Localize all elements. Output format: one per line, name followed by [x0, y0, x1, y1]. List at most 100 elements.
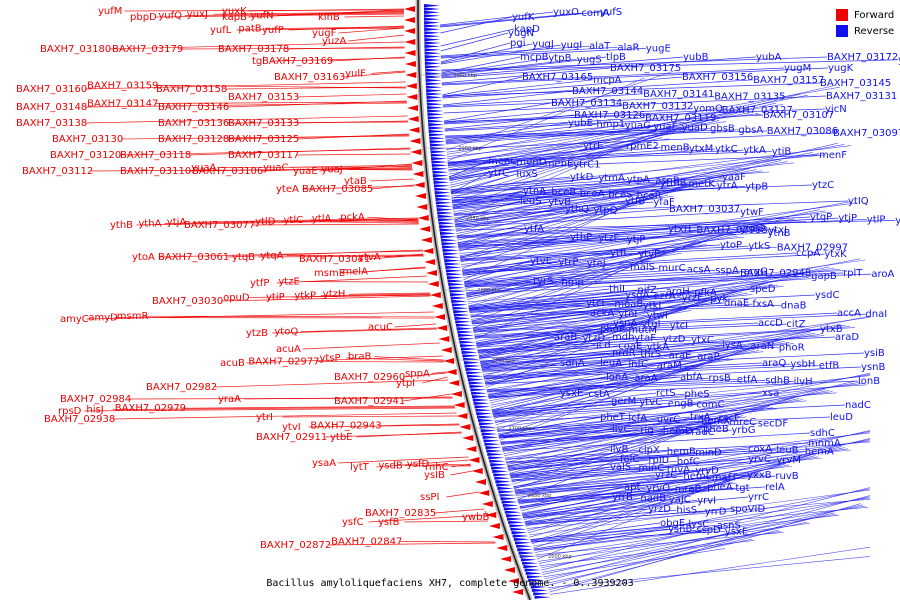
reverse-gene-arrow — [510, 527, 527, 531]
forward-gene-lines — [84, 8, 496, 546]
forward-gene-line — [297, 153, 411, 156]
reverse-gene-line — [496, 356, 725, 430]
reverse-gene-label: yugN — [508, 28, 534, 39]
forward-gene-line — [338, 27, 405, 34]
forward-gene-label: BAXH7_02960 — [334, 372, 405, 383]
reverse-gene-arrow — [427, 106, 444, 110]
reverse-gene-arrow — [534, 595, 551, 599]
reverse-gene-line — [493, 402, 668, 417]
reverse-gene-label: ccpA — [796, 248, 820, 259]
forward-gene-label: acuA — [276, 344, 301, 355]
reverse-gene-label: ytpA — [627, 174, 650, 185]
forward-gene-label: BAXH7_03159 — [87, 80, 158, 91]
reverse-gene-line — [470, 233, 728, 318]
reverse-gene-label: ysbH — [790, 359, 815, 370]
reverse-gene-label: hemD — [663, 426, 693, 437]
reverse-gene-line — [494, 392, 837, 421]
reverse-gene-label: argG — [744, 267, 768, 278]
reverse-gene-arrow — [517, 548, 534, 552]
reverse-gene-line — [510, 458, 749, 478]
forward-gene-line — [349, 292, 431, 295]
reverse-gene-label: coaE — [618, 341, 642, 352]
reverse-gene-label: lonB — [858, 376, 880, 387]
forward-gene-label: ytrI — [256, 412, 273, 423]
reverse-gene-line — [490, 340, 785, 408]
reverse-gene-label: pyk — [710, 293, 728, 304]
reverse-gene-label: icd — [596, 340, 611, 351]
reverse-gene-arrow — [430, 150, 447, 154]
reverse-gene-label: araM — [657, 360, 682, 371]
reverse-gene-label: nadB — [640, 493, 666, 504]
forward-gene-label: ysfD — [407, 459, 430, 470]
reverse-gene-line — [543, 548, 726, 578]
forward-gene-label: BAXH7_03153 — [228, 92, 299, 103]
reverse-gene-label: argH — [666, 286, 690, 297]
reverse-gene-arrow — [432, 170, 449, 174]
reverse-gene-line — [473, 312, 838, 332]
reverse-gene-label: ilvC — [612, 424, 630, 435]
reverse-gene-arrow — [493, 473, 510, 477]
reverse-gene-line — [473, 258, 860, 333]
forward-gene-label: BAXH7_03118 — [120, 150, 191, 161]
reverse-gene-label: ytmB — [660, 178, 687, 189]
reverse-gene-arrow — [435, 201, 452, 205]
reverse-gene-label: infC — [628, 359, 648, 370]
reverse-gene-arrow — [428, 129, 445, 133]
reverse-gene-line — [474, 275, 804, 338]
reverse-gene-line — [525, 455, 816, 527]
reverse-gene-label: gerM — [611, 396, 636, 407]
reverse-gene-label: yaJC — [669, 494, 691, 505]
reverse-gene-arrow — [478, 422, 495, 426]
reverse-gene-line — [464, 209, 820, 285]
reverse-gene-arrow — [446, 272, 463, 276]
forward-gene-line — [368, 266, 426, 272]
forward-gene-label: BAXH7_03178 — [218, 44, 289, 55]
reverse-gene-label: ytxB — [820, 324, 843, 335]
reverse-gene-arrow — [424, 31, 441, 35]
forward-gene-arrow — [459, 424, 471, 430]
forward-gene-line — [371, 184, 415, 190]
forward-gene-label: ysfB — [378, 517, 400, 528]
reverse-gene-arrow — [424, 21, 441, 25]
forward-gene-line — [403, 372, 447, 378]
reverse-gene-label: ezrA — [653, 291, 676, 302]
reverse-gene-line — [493, 375, 871, 417]
reverse-gene-arrow — [479, 425, 496, 429]
forward-gene-arrow — [453, 402, 465, 408]
forward-gene-arrow — [504, 567, 515, 573]
reverse-gene-label: yteJ — [587, 258, 606, 269]
reverse-gene-label: leuD — [830, 412, 853, 423]
reverse-gene-label: ytkL — [643, 300, 665, 311]
reverse-gene-line — [489, 350, 760, 402]
reverse-gene-line — [442, 79, 754, 99]
reverse-gene-line — [513, 414, 740, 490]
reverse-gene-label: uvrC — [657, 414, 680, 425]
reverse-gene-arrow — [459, 340, 476, 344]
reverse-gene-line — [526, 498, 871, 529]
forward-gene-line — [189, 147, 411, 156]
reverse-gene-line — [460, 245, 749, 261]
reverse-gene-line — [444, 108, 826, 123]
reverse-gene-label: rctS — [656, 388, 676, 399]
reverse-gene-arrow — [426, 99, 443, 103]
forward-gene-arrow — [465, 446, 477, 452]
forward-gene-label: yuxK — [222, 6, 247, 17]
reverse-gene-line — [456, 203, 643, 239]
forward-gene-line — [264, 26, 405, 29]
reverse-gene-arrow — [436, 208, 453, 212]
reverse-gene-label: lonA — [606, 372, 628, 383]
forward-gene-line — [300, 327, 437, 332]
reverse-gene-arrow — [478, 418, 494, 422]
forward-gene-arrow — [406, 94, 418, 100]
forward-gene-label: BAXH7_03120 — [50, 150, 121, 161]
forward-gene-arrow — [475, 479, 486, 485]
forward-gene-label: BAXH7_02982 — [146, 382, 217, 393]
forward-gene-label: BAXH7_03158 — [156, 84, 227, 95]
reverse-gene-line — [505, 407, 773, 461]
reverse-gene-line — [492, 331, 811, 415]
reverse-gene-line — [444, 102, 552, 122]
reverse-gene-line — [454, 152, 813, 226]
forward-gene-label: ssPI — [420, 492, 439, 503]
forward-gene-label: BAXH7_03041 — [299, 254, 370, 265]
reverse-gene-label: BAXH7_03175 — [610, 63, 681, 74]
